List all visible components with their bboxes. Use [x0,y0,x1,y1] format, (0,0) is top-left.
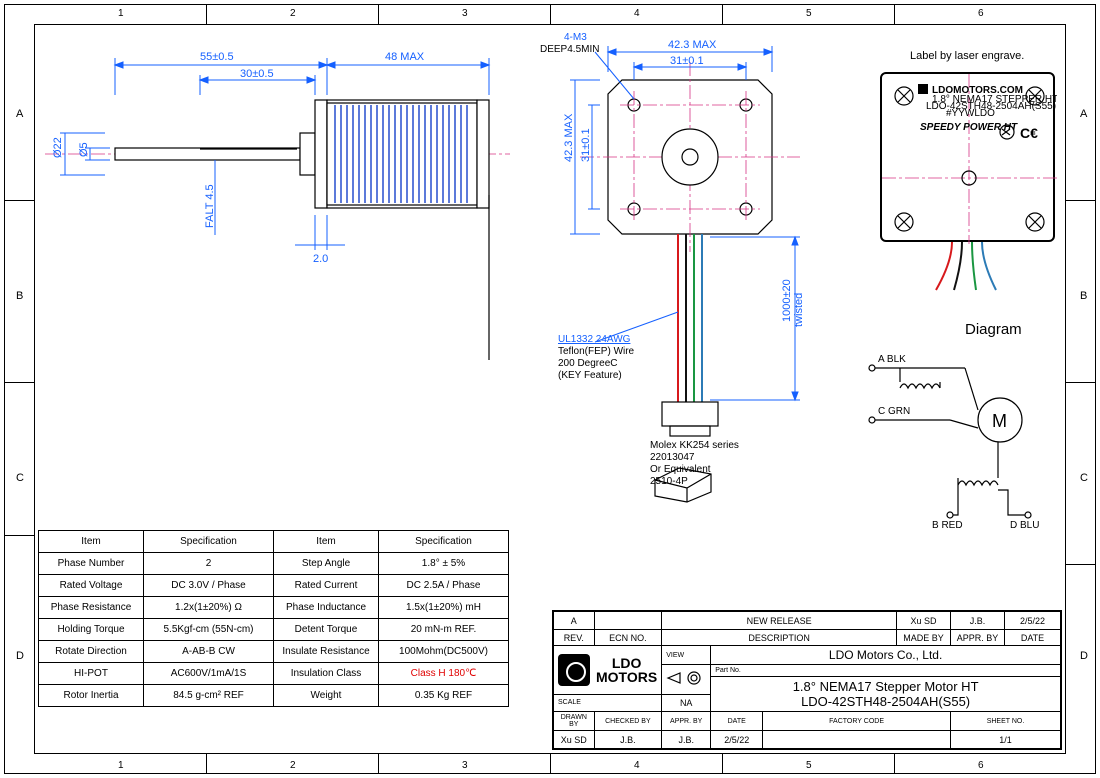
front-view: 42.3 MAX 31±0.1 42.3 MAX 31±0.1 1000±20 … [540,32,860,512]
label-note: Label by laser engrave. [910,50,1024,62]
svg-text:Diagram: Diagram [965,321,1022,338]
svg-text:#YYWLDO: #YYWLDO [946,108,995,119]
svg-text:22013047: 22013047 [650,452,695,463]
side-view: 55±0.5 30±0.5 48 MAX Ø22 Ø5 FALT 4.5 2.0 [45,40,525,380]
svg-text:55±0.5: 55±0.5 [200,51,234,63]
svg-text:200 DegreeC: 200 DegreeC [558,358,617,369]
title-block: A NEW RELEASE Xu SD J.B. 2/5/22 REV. ECN… [552,610,1062,750]
svg-text:Molex KK254 series: Molex KK254 series [650,440,739,451]
svg-text:Teflon(FEP) Wire: Teflon(FEP) Wire [558,346,635,357]
rear-view-label: LDOMOTORS.COM 1.8° NEMA17 STEPPER HT LDO… [880,72,1055,242]
svg-text:Or Equivalent: Or Equivalent [650,464,711,475]
svg-text:2.0: 2.0 [313,253,328,265]
svg-text:C€: C€ [1020,125,1038,141]
svg-text:4-M3: 4-M3 [564,32,587,43]
svg-text:42.3 MAX: 42.3 MAX [563,113,575,162]
svg-text:C GRN: C GRN [878,406,910,417]
svg-text:FALT 4.5: FALT 4.5 [204,184,216,228]
rear-wires [880,242,1055,302]
svg-text:1000±20: 1000±20 [781,279,793,322]
svg-text:Ø5: Ø5 [78,142,90,157]
svg-text:twisted: twisted [793,293,805,327]
spec-table: Item Specification Item Specification Ph… [38,530,509,707]
svg-text:31±0.1: 31±0.1 [580,128,592,162]
svg-text:UL1332 24AWG: UL1332 24AWG [558,334,631,345]
svg-text:Ø22: Ø22 [52,137,64,158]
svg-text:31±0.1: 31±0.1 [670,55,704,67]
svg-text:B RED: B RED [932,520,963,530]
ldo-logo: LDOMOTORS [554,650,661,690]
svg-text:D BLU: D BLU [1010,520,1039,530]
svg-text:SPEEDY POWER HT: SPEEDY POWER HT [920,122,1018,133]
svg-text:DEEP4.5MIN: DEEP4.5MIN [540,44,599,55]
svg-text:42.3 MAX: 42.3 MAX [668,39,717,51]
wiring-diagram: Diagram M A BLK C GRN B RED D BLU [860,320,1060,530]
svg-text:30±0.5: 30±0.5 [240,68,274,80]
svg-text:M: M [992,411,1007,431]
svg-text:48 MAX: 48 MAX [385,51,425,63]
svg-text:A BLK: A BLK [878,354,906,365]
svg-text:(KEY Feature): (KEY Feature) [558,370,622,381]
svg-text:2510-4P: 2510-4P [650,476,688,487]
